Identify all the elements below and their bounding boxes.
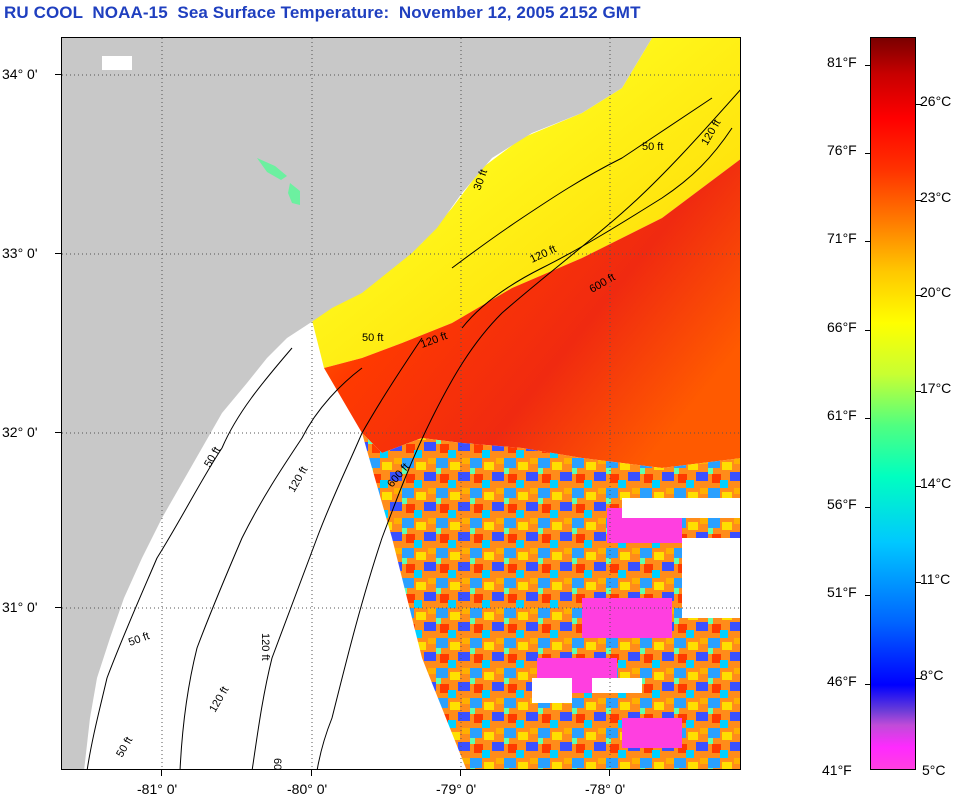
colorbar-label-f: 66°F	[827, 319, 857, 335]
colorbar-tick	[916, 486, 921, 487]
colorbar-tick	[916, 295, 921, 296]
colorbar-label-c: 14°C	[920, 475, 952, 491]
lon-tick	[460, 770, 461, 776]
colorbar-label-f: 56°F	[827, 496, 857, 512]
colorbar-tick	[916, 582, 921, 583]
lon-label: -81° 0'	[137, 781, 178, 797]
inland-water	[288, 183, 300, 205]
lat-label: 33° 0'	[2, 245, 38, 261]
colorbar-label-c: 17°C	[920, 380, 952, 396]
colorbar-label-c: 20°C	[920, 284, 952, 300]
colorbar-tick	[916, 200, 921, 201]
lat-tick	[55, 432, 61, 433]
colorbar-label-c: 11°C	[920, 571, 951, 587]
lat-tick	[55, 253, 61, 254]
svg-text:600 ft: 600 ft	[271, 758, 283, 770]
sst-swath-warm	[324, 159, 740, 468]
cold-patch	[582, 598, 672, 638]
lon-tick	[609, 770, 610, 776]
colorbar-label-c: 23°C	[920, 189, 952, 205]
colorbar-label-f: 41°F	[822, 762, 852, 778]
colorbar-tick	[865, 507, 870, 508]
cold-patch	[622, 718, 682, 748]
colorbar-label-f: 51°F	[827, 584, 857, 600]
lat-tick	[55, 74, 61, 75]
colorbar-tick	[916, 391, 921, 392]
inland-water	[102, 56, 132, 70]
colorbar-label-c: 26°C	[920, 93, 952, 109]
colorbar-tick	[865, 418, 870, 419]
lat-tick	[55, 607, 61, 608]
sst-swath-nearshore	[312, 38, 740, 368]
cloud-gap	[532, 678, 572, 703]
lat-label: 34° 0'	[2, 66, 38, 82]
cloud-gap	[622, 498, 740, 518]
lon-tick	[311, 770, 312, 776]
colorbar-label-f: 46°F	[827, 673, 857, 689]
temperature-colorbar	[870, 37, 916, 770]
svg-text:50 ft: 50 ft	[362, 332, 383, 344]
svg-text:120 ft: 120 ft	[259, 633, 271, 661]
colorbar-tick	[916, 678, 921, 679]
map-title: RU COOL NOAA-15 Sea Surface Temperature:…	[4, 3, 641, 22]
colorbar-tick	[865, 65, 870, 66]
colorbar-label-f: 61°F	[827, 407, 857, 423]
colorbar-tick	[865, 241, 870, 242]
colorbar-tick	[865, 153, 870, 154]
colorbar-label-c: 5°C	[922, 762, 946, 778]
svg-text:50 ft: 50 ft	[642, 141, 663, 153]
lon-label: -78° 0'	[585, 781, 626, 797]
colorbar-label-c: 8°C	[920, 667, 944, 683]
inland-water	[257, 158, 287, 180]
bathymetry-contours	[86, 89, 740, 769]
lon-label: -79° 0'	[436, 781, 477, 797]
colorbar-label-f: 71°F	[827, 230, 857, 246]
lat-label: 31° 0'	[2, 599, 38, 615]
sst-map[interactable]: 50 ft 120 ft 30 ft 120 ft 600 ft 50 ft 1…	[61, 37, 741, 770]
colorbar-label-f: 81°F	[827, 54, 857, 70]
colorbar-tick	[916, 104, 921, 105]
cloud-gap	[592, 678, 642, 693]
colorbar-tick	[865, 330, 870, 331]
colorbar-label-f: 76°F	[827, 142, 857, 158]
colorbar-tick	[865, 595, 870, 596]
lon-label: -80° 0'	[287, 781, 328, 797]
lat-lon-grid	[62, 38, 740, 769]
land-area	[62, 38, 652, 769]
lon-tick	[161, 770, 162, 776]
cloud-gap	[682, 538, 740, 618]
colorbar-tick	[865, 684, 870, 685]
sst-map-canvas: 50 ft 120 ft 30 ft 120 ft 600 ft 50 ft 1…	[62, 38, 740, 770]
lat-label: 32° 0'	[2, 424, 38, 440]
